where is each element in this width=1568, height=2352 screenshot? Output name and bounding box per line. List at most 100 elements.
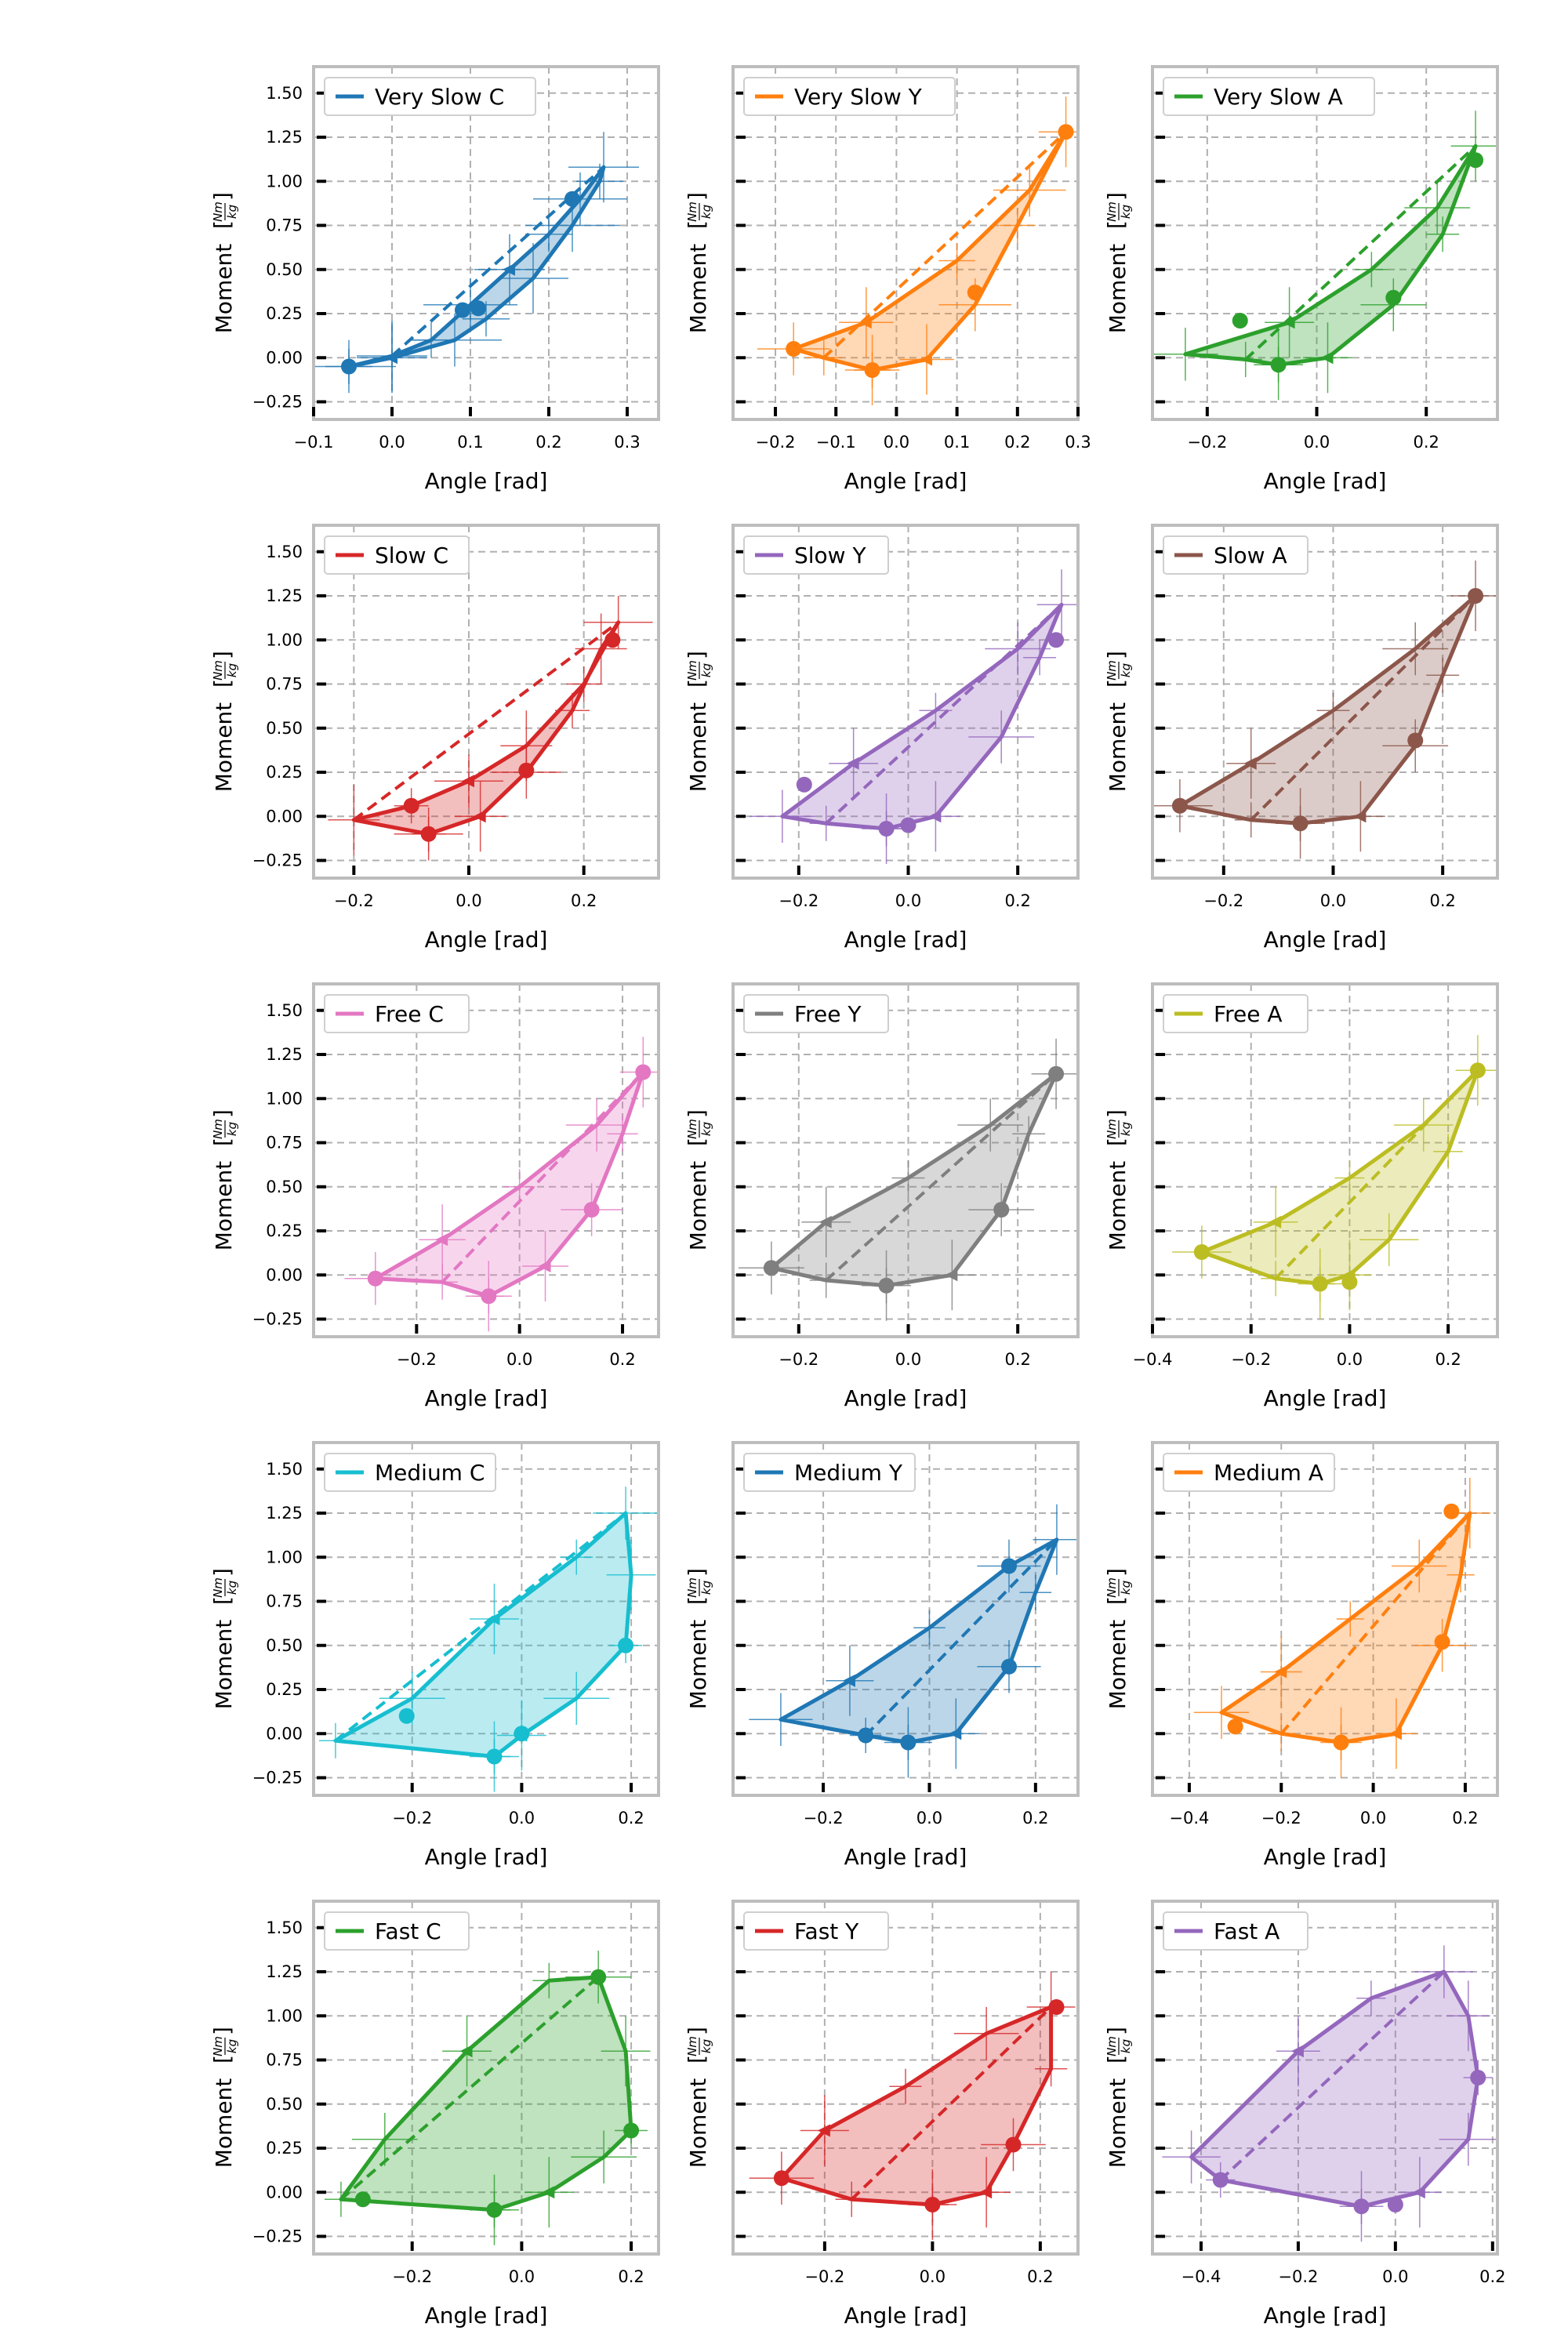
y-axis-bracket-open: [ bbox=[209, 2055, 235, 2063]
y-axis-label-text: Moment bbox=[685, 1161, 711, 1251]
series-line bbox=[1189, 1969, 1480, 2209]
axes-frame bbox=[731, 1900, 1080, 2256]
legend-box bbox=[743, 1453, 916, 1492]
y-tick-label: 0.25 bbox=[266, 304, 303, 323]
loop-fill bbox=[782, 604, 1062, 829]
grid bbox=[314, 525, 659, 878]
y-tick-label: 0.25 bbox=[266, 1221, 303, 1240]
data-point bbox=[583, 1202, 600, 1218]
series-line bbox=[769, 1072, 1058, 1288]
series-line bbox=[1178, 593, 1478, 826]
x-tick-label: 0.0 bbox=[1320, 891, 1346, 910]
subplot-3: −0.2 0.0 0.2 Angle [rad] Moment [Nm kg] Very Sl… bbox=[1103, 65, 1499, 494]
y-tick-label: 1.00 bbox=[266, 2006, 303, 2025]
series-line bbox=[791, 129, 1069, 372]
subplot-10: −0.25 0.00 0.25 0.50 0.75 1.00 1.25 1.50 −0.2 0.0… bbox=[209, 1441, 660, 1870]
data-point bbox=[858, 1727, 874, 1744]
data-point bbox=[1193, 1244, 1210, 1260]
loop-fill bbox=[354, 622, 619, 834]
y-axis-label: Moment [Nm kg] bbox=[209, 192, 239, 333]
y-tick-label: 1.00 bbox=[266, 630, 303, 649]
series-dashed-line bbox=[353, 621, 619, 822]
x-axis-label: Angle [rad] bbox=[425, 1385, 548, 1411]
y-axis-label-text: Moment bbox=[1105, 702, 1131, 793]
series-dashed-line bbox=[850, 2005, 1053, 2201]
direction-arrow bbox=[473, 810, 486, 823]
data-point bbox=[1469, 1062, 1486, 1079]
x-tick-label: 0.2 bbox=[571, 891, 597, 910]
y-axis-unit-num: Nm bbox=[685, 201, 699, 222]
series-line bbox=[373, 1070, 645, 1298]
x-tick-label: −0.2 bbox=[779, 891, 818, 910]
y-axis-label: Moment [Nm kg] bbox=[1103, 1109, 1133, 1250]
data-point bbox=[1232, 313, 1248, 328]
axes-frame bbox=[312, 524, 660, 880]
data-point bbox=[398, 1708, 415, 1724]
x-tick-label: −0.4 bbox=[1133, 1350, 1173, 1369]
direction-arrow bbox=[928, 810, 942, 823]
legend: Very Slow C bbox=[324, 77, 536, 116]
grid bbox=[733, 1901, 1078, 2254]
y-axis-bracket-open: [ bbox=[684, 1596, 710, 1605]
y-axis-label-text: Moment bbox=[1105, 2078, 1131, 2169]
grid bbox=[733, 67, 1079, 419]
data-point bbox=[786, 341, 802, 357]
y-axis-bracket-open: [ bbox=[684, 2055, 710, 2063]
data-point bbox=[1227, 1719, 1243, 1735]
y-tick-label: 0.50 bbox=[266, 1636, 303, 1655]
grid bbox=[733, 984, 1078, 1337]
legend-box bbox=[324, 1911, 470, 1951]
y-axis-unit-den: kg bbox=[225, 2039, 239, 2053]
subplot-8: −0.2 0.0 0.2 Angle [rad] Moment [Nm kg] Free Y bbox=[684, 982, 1080, 1411]
loop-fill bbox=[793, 132, 1066, 371]
x-tick-label: 0.0 bbox=[379, 433, 405, 452]
axes-frame bbox=[731, 1441, 1080, 1797]
y-tick-label: 1.25 bbox=[266, 1504, 303, 1523]
y-tick-label: 0.75 bbox=[266, 1134, 303, 1152]
y-axis-unit-den: kg bbox=[1119, 205, 1133, 219]
y-axis-bracket-open: [ bbox=[1103, 2055, 1129, 2063]
y-axis-bracket-open: [ bbox=[209, 679, 235, 688]
series-line bbox=[779, 2005, 1054, 2207]
data-point bbox=[1385, 289, 1402, 306]
x-axis-label: Angle [rad] bbox=[1264, 1385, 1387, 1411]
direction-arrow bbox=[385, 351, 397, 365]
y-axis-bracket-close: ] bbox=[684, 651, 710, 659]
series-dashed-line bbox=[1279, 1512, 1472, 1735]
subplot-14: −0.2 0.0 0.2 Angle [rad] Moment [Nm kg] Fast Y bbox=[684, 1900, 1080, 2328]
legend-box bbox=[324, 1453, 496, 1492]
subplot-15: −0.4 −0.2 0.0 0.2 Angle [rad] Moment [Nm kg] Fas… bbox=[1103, 1900, 1506, 2328]
data-point bbox=[878, 821, 895, 837]
y-tick-label: 0.25 bbox=[266, 763, 303, 782]
legend: Fast A bbox=[1163, 1911, 1308, 1951]
legend: Very Slow Y bbox=[743, 77, 956, 116]
y-axis-unit-den: kg bbox=[699, 205, 713, 219]
y-axis-label-text: Moment bbox=[1105, 1620, 1131, 1710]
x-tick-label: −0.4 bbox=[1169, 1809, 1209, 1828]
y-axis-unit-den: kg bbox=[699, 663, 713, 677]
x-tick-label: 0.0 bbox=[884, 433, 909, 452]
grid bbox=[733, 1443, 1078, 1795]
y-axis-label: Moment [Nm kg] bbox=[684, 2027, 713, 2168]
plot-area bbox=[1193, 1478, 1491, 1778]
data-point bbox=[1443, 1503, 1460, 1519]
x-tick-label: 0.2 bbox=[1022, 1809, 1048, 1828]
plot-area bbox=[749, 1504, 1078, 1778]
x-tick-label: 0.2 bbox=[618, 2267, 644, 2286]
direction-arrow bbox=[858, 316, 872, 329]
legend-label: Free A bbox=[1214, 1001, 1282, 1027]
x-axis-label: Angle [rad] bbox=[1264, 1844, 1387, 1870]
legend: Fast Y bbox=[743, 1911, 889, 1951]
y-axis-label-text: Moment bbox=[685, 2078, 711, 2169]
y-axis-bracket-close: ] bbox=[209, 2027, 235, 2035]
x-tick-label: −0.2 bbox=[756, 433, 796, 452]
y-tick-label: 1.25 bbox=[266, 1045, 303, 1064]
y-tick-label: 0.00 bbox=[266, 1265, 303, 1284]
y-tick-label: 0.75 bbox=[266, 1592, 303, 1611]
data-point bbox=[1270, 357, 1287, 373]
y-axis-label: Moment [Nm kg] bbox=[209, 2027, 239, 2168]
y-axis-bracket-open: [ bbox=[684, 1138, 710, 1146]
data-point bbox=[1353, 2198, 1370, 2215]
x-axis-label: Angle [rad] bbox=[425, 2303, 548, 2328]
